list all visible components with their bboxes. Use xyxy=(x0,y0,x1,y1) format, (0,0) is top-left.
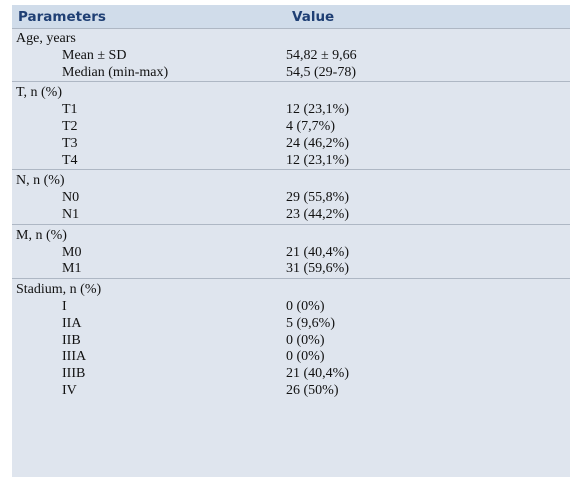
section-title: Stadium, n (%) xyxy=(16,282,102,298)
header-parameters: Parameters xyxy=(18,8,106,25)
row-value: 0 (0%) xyxy=(286,298,325,314)
section-title: Age, years xyxy=(16,31,76,46)
row-value: 5 (9,6%) xyxy=(286,315,335,331)
row-label: IIB xyxy=(62,332,81,348)
section-title-row: Stadium, n (%) xyxy=(12,282,570,299)
section-title: M, n (%) xyxy=(16,227,67,243)
row-value: 24 (46,2%) xyxy=(286,135,349,151)
row-label: T1 xyxy=(62,102,78,118)
section-n: N, n (%) N0 29 (55,8%) N1 23 (44,2%) xyxy=(12,169,570,223)
row-label: M0 xyxy=(62,244,82,260)
row-value: 54,82 ± 9,66 xyxy=(286,47,357,63)
table-row: M0 21 (40,4%) xyxy=(12,245,570,262)
row-value: 21 (40,4%) xyxy=(286,244,349,260)
table-row: IIIA 0 (0%) xyxy=(12,349,570,366)
row-label: T4 xyxy=(62,152,78,168)
section-m: M, n (%) M0 21 (40,4%) M1 31 (59,6%) xyxy=(12,223,570,278)
row-value: 12 (23,1%) xyxy=(286,152,349,168)
section-age: Age, years Mean ± SD 54,82 ± 9,66 Median… xyxy=(12,28,570,81)
row-label: Median (min-max) xyxy=(62,64,169,80)
table-row: Median (min-max) 54,5 (29-78) xyxy=(12,65,570,82)
table-header: Parameters Value xyxy=(12,5,570,28)
section-title-row: T, n (%) xyxy=(12,85,570,102)
table-row: Mean ± SD 54,82 ± 9,66 xyxy=(12,48,570,65)
table-row: IV 26 (50%) xyxy=(12,383,570,400)
table-row: IIIB 21 (40,4%) xyxy=(12,366,570,383)
section-title-row: N, n (%) xyxy=(12,173,570,190)
row-value: 29 (55,8%) xyxy=(286,190,349,206)
table-row: T1 12 (23,1%) xyxy=(12,102,570,119)
row-label: IIIA xyxy=(62,349,87,365)
row-value: 21 (40,4%) xyxy=(286,366,349,382)
row-label: IIA xyxy=(62,315,82,331)
row-label: T2 xyxy=(62,118,78,134)
row-value: 31 (59,6%) xyxy=(286,261,349,277)
row-label: IV xyxy=(62,382,77,398)
row-value: 0 (0%) xyxy=(286,349,325,365)
table-row: IIB 0 (0%) xyxy=(12,333,570,350)
section-t: T, n (%) T1 12 (23,1%) T2 4 (7,7%) T3 24… xyxy=(12,81,570,169)
row-value: 4 (7,7%) xyxy=(286,118,335,134)
row-value: 54,5 (29-78) xyxy=(286,64,356,80)
row-value: 0 (0%) xyxy=(286,332,325,348)
row-value: 12 (23,1%) xyxy=(286,102,349,118)
table-row: N1 23 (44,2%) xyxy=(12,207,570,224)
section-title-row: M, n (%) xyxy=(12,228,570,245)
table-row: N0 29 (55,8%) xyxy=(12,190,570,207)
header-value: Value xyxy=(292,8,335,25)
table-row: T4 12 (23,1%) xyxy=(12,153,570,170)
section-title: N, n (%) xyxy=(16,173,65,189)
row-value: 23 (44,2%) xyxy=(286,206,349,222)
table-row: T3 24 (46,2%) xyxy=(12,136,570,153)
section-title: T, n (%) xyxy=(16,85,62,101)
section-title-row: Age, years xyxy=(12,31,570,48)
row-label: IIIB xyxy=(62,366,86,382)
table-row: IIA 5 (9,6%) xyxy=(12,316,570,333)
row-label: N1 xyxy=(62,206,80,222)
section-stadium: Stadium, n (%) I 0 (0%) IIA 5 (9,6%) IIB… xyxy=(12,278,570,400)
table-row: M1 31 (59,6%) xyxy=(12,261,570,278)
row-value: 26 (50%) xyxy=(286,382,339,398)
table-row: T2 4 (7,7%) xyxy=(12,119,570,136)
row-label: N0 xyxy=(62,190,80,206)
row-label: M1 xyxy=(62,261,82,277)
table-row: I 0 (0%) xyxy=(12,299,570,316)
row-label: I xyxy=(62,298,67,314)
parameters-table: Parameters Value Age, years Mean ± SD 54… xyxy=(12,5,570,477)
row-label: Mean ± SD xyxy=(62,47,127,63)
row-label: T3 xyxy=(62,135,78,151)
